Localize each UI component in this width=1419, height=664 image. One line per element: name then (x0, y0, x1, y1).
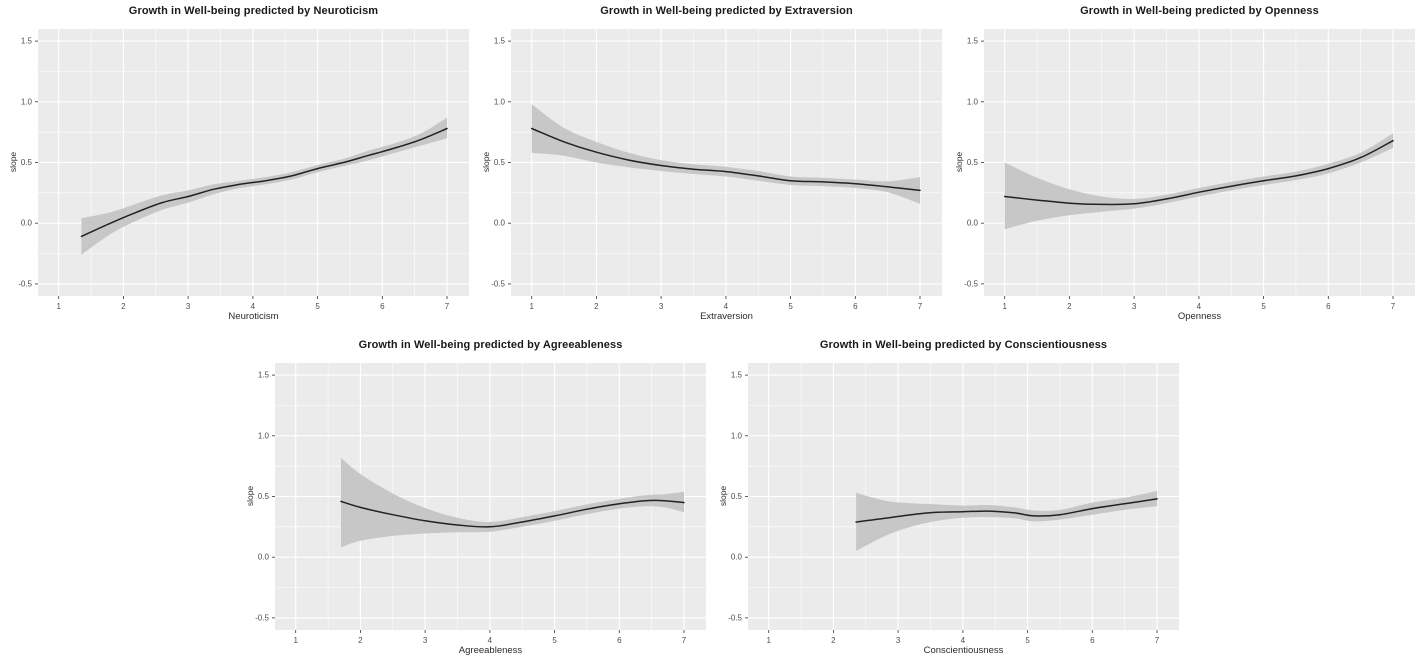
svg-text:1.0: 1.0 (731, 431, 743, 440)
svg-text:6: 6 (617, 636, 622, 645)
x-axis-label: Conscientiousness (923, 645, 1004, 656)
svg-text:2: 2 (121, 302, 126, 311)
x-axis-label: Extraversion (700, 311, 753, 322)
chart-title: Growth in Well-being predicted by Agreea… (358, 339, 623, 351)
svg-text:0.5: 0.5 (21, 158, 33, 167)
svg-text:0.0: 0.0 (21, 219, 33, 228)
svg-text:-0.5: -0.5 (491, 279, 505, 288)
svg-text:1.0: 1.0 (494, 97, 506, 106)
svg-text:1.0: 1.0 (967, 97, 979, 106)
svg-text:4: 4 (1197, 302, 1202, 311)
svg-text:1.5: 1.5 (967, 37, 979, 46)
chart-openness: 1 2 3 4 5 6 7 -0.5 0.0 0.5 1.0 1.5 Growth in Well-b… (946, 0, 1419, 334)
plot-panel-neuroticism: 1 2 3 4 5 6 7 -0.5 0.0 0.5 1.0 1.5 (18, 29, 469, 311)
svg-text:5: 5 (552, 636, 557, 645)
svg-text:5: 5 (1025, 636, 1030, 645)
svg-text:1: 1 (293, 636, 298, 645)
svg-text:0.0: 0.0 (967, 219, 979, 228)
svg-text:1.5: 1.5 (21, 37, 33, 46)
svg-text:6: 6 (1090, 636, 1095, 645)
chart-title: Growth in Well-being predicted by Consci… (819, 339, 1108, 351)
svg-text:4: 4 (961, 636, 966, 645)
y-axis-label: slope (481, 151, 491, 173)
svg-text:1.0: 1.0 (258, 431, 270, 440)
svg-text:1.5: 1.5 (494, 37, 506, 46)
chart-neuroticism: 1 2 3 4 5 6 7 -0.5 0.0 0.5 1.0 1.5 Growth in Well-b… (0, 0, 473, 334)
svg-text:3: 3 (186, 302, 191, 311)
y-axis-label: slope (8, 151, 18, 173)
svg-text:2: 2 (831, 636, 836, 645)
svg-text:0.0: 0.0 (731, 553, 743, 562)
chart-title: Growth in Well-being predicted by Extrav… (600, 5, 853, 17)
svg-text:1: 1 (56, 302, 61, 311)
svg-text:5: 5 (315, 302, 320, 311)
y-axis-label: slope (245, 485, 255, 507)
svg-text:3: 3 (1132, 302, 1137, 311)
svg-text:7: 7 (1155, 636, 1160, 645)
plot-panel-openness: 1 2 3 4 5 6 7 -0.5 0.0 0.5 1.0 1.5 (964, 29, 1415, 311)
x-axis-label: Openness (1177, 311, 1222, 322)
svg-text:1.5: 1.5 (258, 371, 270, 380)
svg-text:6: 6 (1326, 302, 1331, 311)
svg-text:7: 7 (445, 302, 450, 311)
svg-text:7: 7 (682, 636, 687, 645)
svg-text:5: 5 (788, 302, 793, 311)
svg-text:0.5: 0.5 (494, 158, 506, 167)
svg-text:2: 2 (594, 302, 599, 311)
svg-text:0.5: 0.5 (731, 492, 743, 501)
chart-agreeableness: 1 2 3 4 5 6 7 -0.5 0.0 0.5 1.0 1.5 Growth in Well-b… (237, 334, 710, 664)
x-axis-label: Neuroticism (228, 311, 279, 322)
y-axis-label: slope (954, 151, 964, 173)
chart-extraversion: 1 2 3 4 5 6 7 -0.5 0.0 0.5 1.0 1.5 Growth in Well-b… (473, 0, 946, 334)
svg-text:1: 1 (1002, 302, 1007, 311)
svg-text:1: 1 (766, 636, 771, 645)
chart-title: Growth in Well-being predicted by Neurot… (128, 5, 379, 17)
svg-text:-0.5: -0.5 (18, 279, 32, 288)
svg-text:1: 1 (529, 302, 534, 311)
svg-text:1.5: 1.5 (731, 371, 743, 380)
svg-text:0.5: 0.5 (258, 492, 270, 501)
plot-panel-conscientiousness: 1 2 3 4 5 6 7 -0.5 0.0 0.5 1.0 1.5 (728, 363, 1179, 645)
svg-text:-0.5: -0.5 (255, 613, 269, 622)
svg-text:7: 7 (1391, 302, 1396, 311)
svg-text:0.0: 0.0 (494, 219, 506, 228)
svg-text:4: 4 (488, 636, 493, 645)
svg-text:1.0: 1.0 (21, 97, 33, 106)
svg-text:-0.5: -0.5 (964, 279, 978, 288)
svg-text:4: 4 (251, 302, 256, 311)
chart-title: Growth in Well-being predicted by Openne… (1080, 5, 1319, 17)
svg-text:5: 5 (1261, 302, 1266, 311)
svg-text:2: 2 (358, 636, 363, 645)
svg-text:6: 6 (380, 302, 385, 311)
x-axis-label: Agreeableness (458, 645, 523, 656)
plot-panel-agreeableness: 1 2 3 4 5 6 7 -0.5 0.0 0.5 1.0 1.5 (255, 363, 706, 645)
y-axis-label: slope (718, 485, 728, 507)
plot-panel-extraversion: 1 2 3 4 5 6 7 -0.5 0.0 0.5 1.0 1.5 (491, 29, 942, 311)
svg-text:3: 3 (896, 636, 901, 645)
svg-text:3: 3 (659, 302, 664, 311)
svg-text:0.5: 0.5 (967, 158, 979, 167)
svg-text:-0.5: -0.5 (728, 613, 742, 622)
svg-text:0.0: 0.0 (258, 553, 270, 562)
chart-conscientiousness: 1 2 3 4 5 6 7 -0.5 0.0 0.5 1.0 1.5 Growth in Well-b… (710, 334, 1183, 664)
svg-text:6: 6 (853, 302, 858, 311)
svg-text:3: 3 (423, 636, 428, 645)
svg-text:2: 2 (1067, 302, 1072, 311)
svg-text:4: 4 (724, 302, 729, 311)
svg-text:7: 7 (918, 302, 923, 311)
